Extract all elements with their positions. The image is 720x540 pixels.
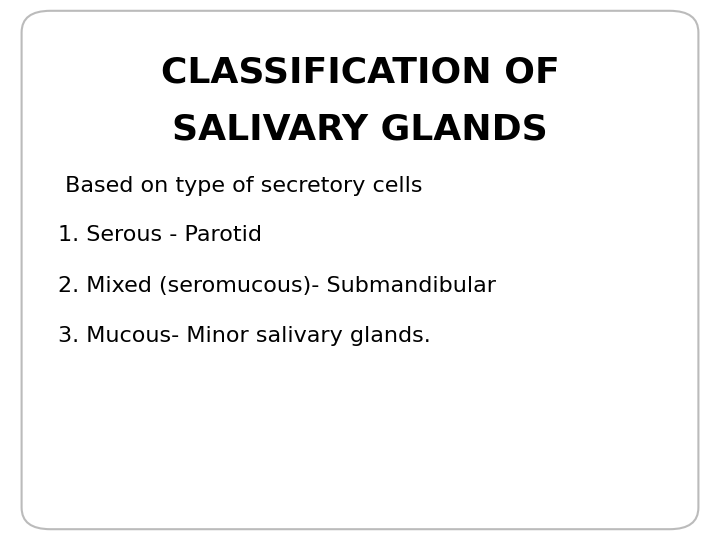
FancyBboxPatch shape bbox=[22, 11, 698, 529]
Text: 1. Serous - Parotid: 1. Serous - Parotid bbox=[58, 225, 261, 245]
Text: SALIVARY GLANDS: SALIVARY GLANDS bbox=[172, 113, 548, 146]
Text: 3. Mucous- Minor salivary glands.: 3. Mucous- Minor salivary glands. bbox=[58, 326, 431, 346]
Text: 2. Mixed (seromucous)- Submandibular: 2. Mixed (seromucous)- Submandibular bbox=[58, 276, 495, 296]
Text: CLASSIFICATION OF: CLASSIFICATION OF bbox=[161, 56, 559, 90]
Text: Based on type of secretory cells: Based on type of secretory cells bbox=[58, 176, 422, 197]
